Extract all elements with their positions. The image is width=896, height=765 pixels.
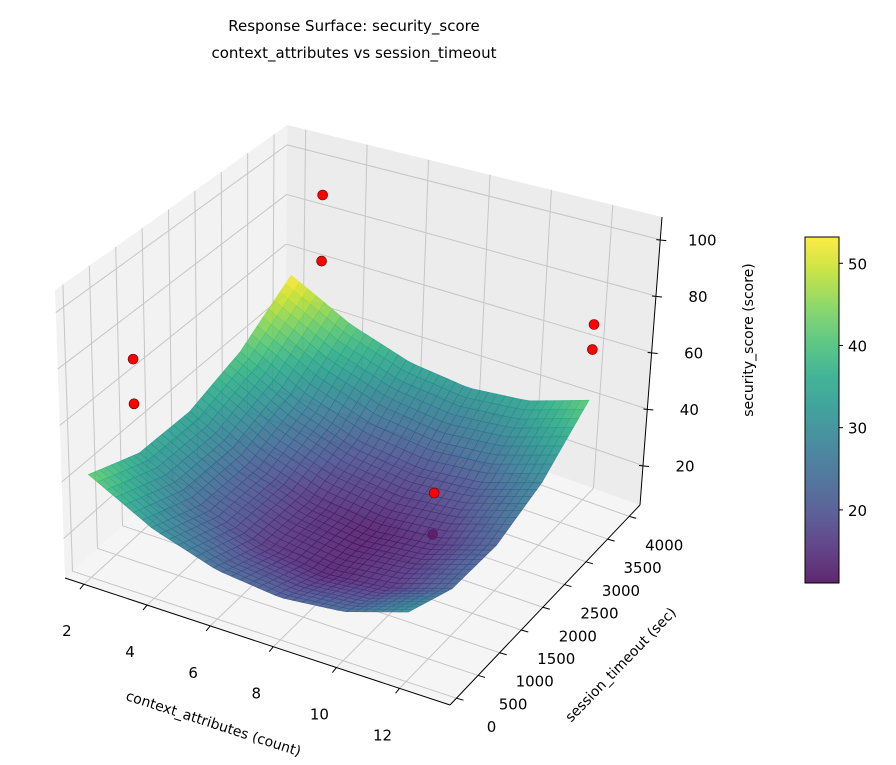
back-gridline-z [285,293,648,410]
observed-point [128,398,140,410]
colorbar-tick-label: 20 [848,502,867,520]
y-tick [499,652,507,656]
observed-point [587,344,598,355]
z-tick [647,352,658,355]
observed-point [127,353,139,365]
x-tick [205,625,211,632]
x-tick-label: 2 [62,622,72,640]
scatter-points [127,189,600,499]
z-tick-label: 40 [680,401,699,419]
y-tick [542,606,550,610]
y-tick [477,674,486,678]
z-tick [638,464,650,467]
y-tick [607,538,615,542]
z-tick-label: 80 [688,288,707,306]
y-axis-label: session_timeout (sec) [562,605,679,726]
y-tick-label: 1500 [537,650,575,668]
y-tick [585,561,594,565]
x-tick-label: 10 [310,706,329,724]
z-tick-label: 60 [684,345,703,363]
z-tick [643,408,654,411]
observed-point [316,255,327,267]
x-tick [79,583,85,590]
x-axis-label: context_attributes (count) [124,688,303,760]
floor-gridline-y [72,570,457,699]
surface [87,274,590,613]
y-axis-line [449,504,641,706]
y-tick-label: 4000 [645,536,683,554]
y-tick-label: 3000 [602,582,640,600]
chart-title-line-1: Response Surface: security_score [228,17,479,36]
y-tick [456,697,464,701]
back-gridline-z [286,193,657,297]
x-tick-label: 12 [373,726,392,744]
back-gridline-z [286,243,652,354]
x-tick [142,604,148,611]
x-tick-label: 6 [188,664,198,682]
z-axis-label: security_score (score) [741,263,757,417]
y-tick-label: 1000 [516,673,554,691]
observed-point [317,189,328,201]
surface-patch [399,609,414,613]
colorbar-tick-label: 50 [848,255,867,273]
colorbar-tick-label: 30 [848,420,867,438]
y-tick-label: 500 [499,695,528,713]
colorbar: 20 30 40 50 [804,236,867,584]
y-tick-label: 3500 [624,559,662,577]
chart-title-line-2: context_attributes vs session_timeout [212,44,497,63]
x-axis-line [64,577,451,706]
left-gridline-y [88,265,98,549]
x-tick [268,646,274,653]
x-tick-label: 4 [125,643,135,661]
x-tick-label: 8 [252,685,262,703]
z-tick-label: 20 [675,457,694,475]
y-tick-label: 2500 [580,605,618,623]
left-gridline-z [59,243,287,426]
left-gridline-z [61,293,287,483]
left-gridline-z [57,194,287,370]
colorbar-gradient [804,236,840,584]
z-axis-line [639,216,663,506]
colorbar-tick-label: 40 [848,337,867,355]
observed-point [588,319,600,330]
y-tick [564,584,572,588]
observed-point [428,487,440,499]
z-tick-label: 100 [688,232,717,250]
z-tick [651,295,663,298]
x-tick [332,667,337,673]
y-tick-label: 2000 [559,627,597,645]
z-tick [656,239,667,242]
back-gridline-x [592,204,614,489]
back-gridline-z [286,144,661,241]
y-tick [521,629,529,633]
left-gridline-y [62,284,73,572]
y-tick [629,515,637,519]
floor-gridline-y [97,547,479,676]
x-tick [395,688,400,694]
left-gridline-z [55,144,288,313]
y-tick-label: 0 [487,718,497,736]
floor-gridline-x [399,487,594,689]
